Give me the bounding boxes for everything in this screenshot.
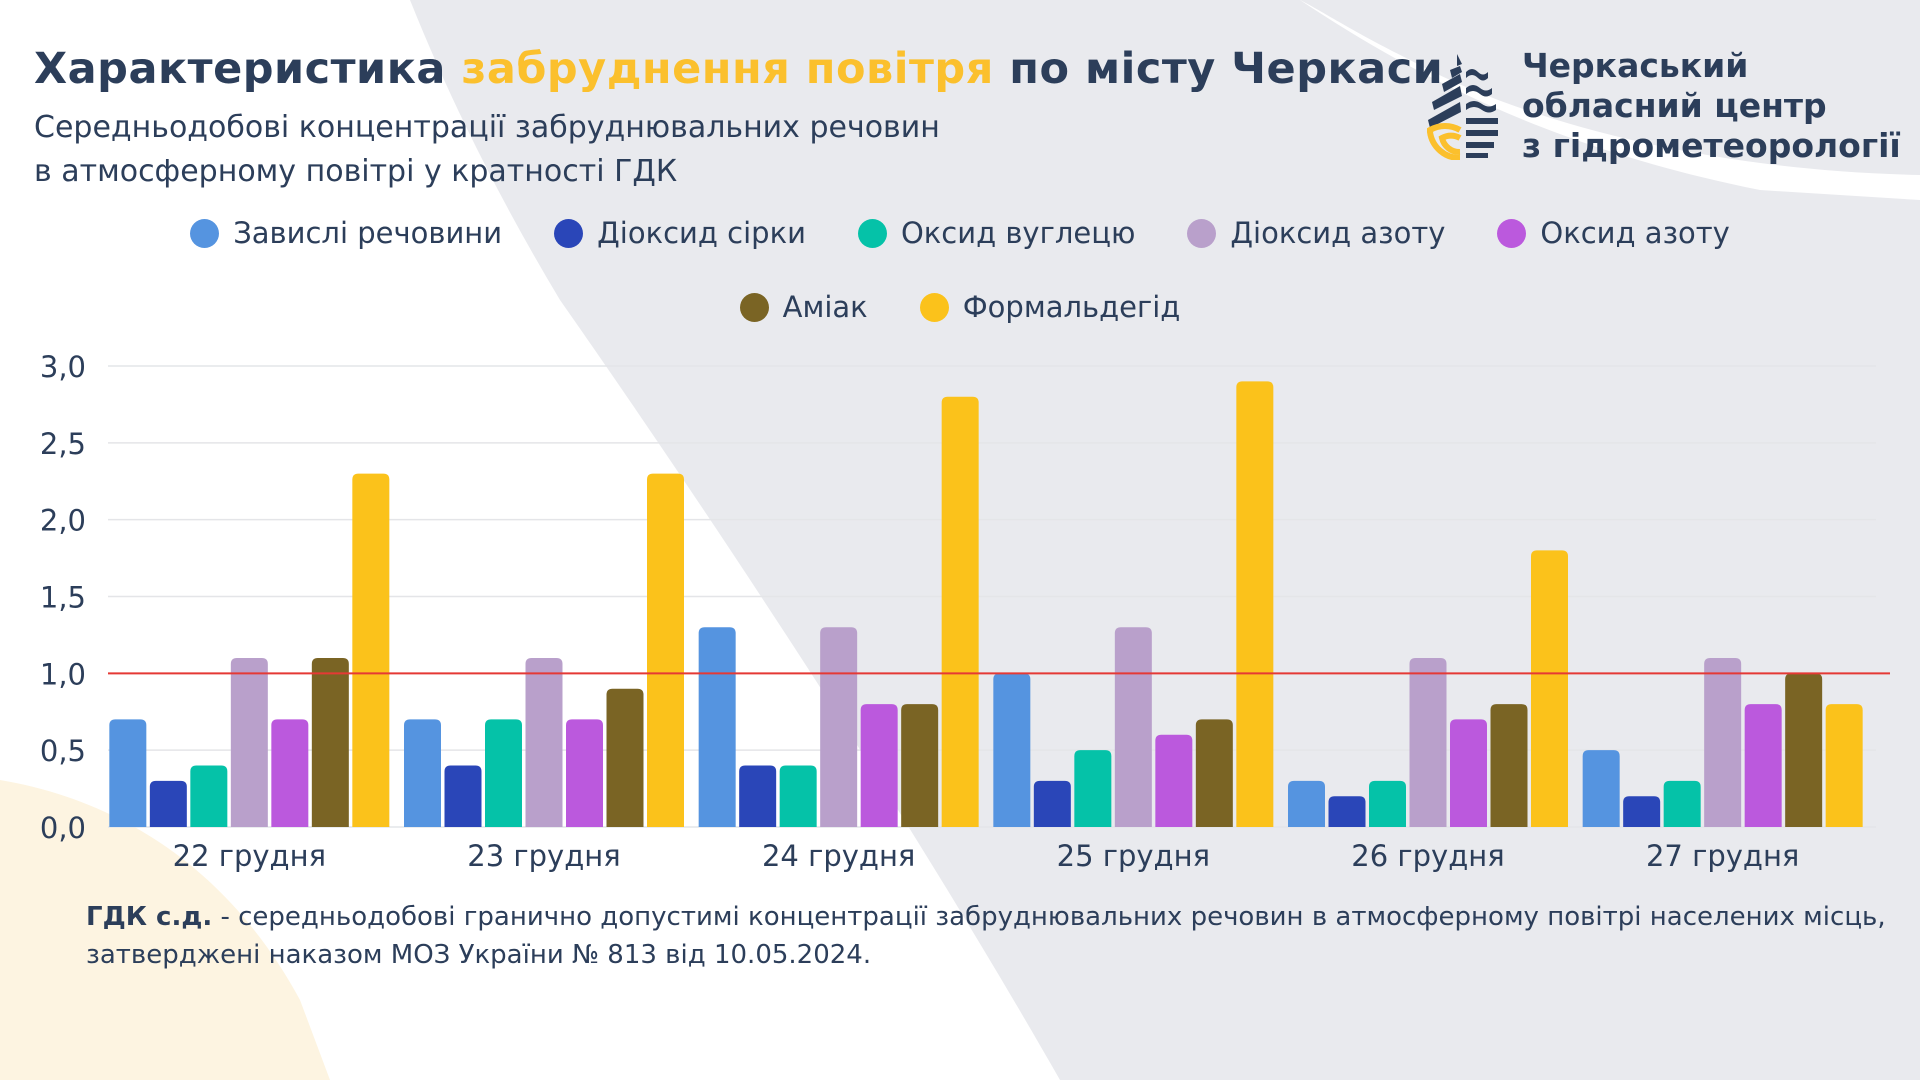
bar (525, 657, 563, 827)
bar (993, 673, 1031, 827)
bar (444, 765, 482, 827)
legend-dot-icon (554, 218, 584, 248)
y-tick-label: 1,5 (40, 581, 86, 615)
bar (1369, 780, 1406, 827)
bar (1704, 657, 1742, 827)
legend-item[interactable]: Діоксид сірки (554, 216, 806, 250)
legend-label: Оксид вуглецю (900, 216, 1136, 250)
bar (352, 473, 390, 827)
bar (1531, 550, 1568, 827)
legend-dot-icon (739, 292, 769, 322)
legend-item[interactable]: Оксид вуглецю (857, 216, 1136, 250)
bar (485, 719, 522, 827)
legend-label: Аміак (782, 290, 868, 324)
bar (1033, 780, 1071, 827)
legend-dot-icon (190, 218, 220, 248)
bar (1074, 750, 1112, 827)
legend-item[interactable]: Формальдегід (919, 290, 1181, 324)
bar (941, 396, 979, 827)
bar (1195, 719, 1233, 827)
y-tick-label: 1,0 (40, 657, 86, 691)
organization-name: Черкаський обласний центр з гідрометеоро… (1522, 46, 1901, 165)
legend-item[interactable]: Діоксид азоту (1187, 216, 1445, 250)
bar (311, 657, 349, 827)
bar (698, 627, 736, 827)
x-tick-label: 22 грудня (173, 839, 326, 873)
y-tick-label: 0,0 (40, 811, 86, 845)
bar (230, 657, 268, 827)
x-tick-label: 27 грудня (1646, 839, 1799, 873)
legend-item[interactable]: Завислі речовини (190, 216, 502, 250)
bar (779, 765, 817, 827)
bar (149, 780, 187, 827)
x-tick-label: 26 грудня (1351, 839, 1504, 873)
legend-dot-icon (1497, 218, 1527, 248)
bar (606, 688, 644, 827)
legend-item[interactable]: Оксид азоту (1497, 216, 1730, 250)
legend-dot-icon (919, 292, 949, 322)
bar (739, 765, 777, 827)
bar (860, 704, 898, 827)
x-tick-label: 24 грудня (762, 839, 915, 873)
hydromet-logo-icon (1427, 54, 1498, 160)
bar (1490, 704, 1528, 827)
legend-label: Оксид азоту (1540, 216, 1730, 250)
bar (109, 719, 147, 827)
bar (1409, 657, 1447, 827)
y-tick-label: 0,5 (40, 734, 86, 768)
bar (1114, 627, 1152, 827)
bar (1450, 719, 1487, 827)
bar (190, 765, 228, 827)
bar (1155, 734, 1193, 827)
bar (1328, 796, 1366, 827)
legend-label: Формальдегід (962, 290, 1181, 324)
legend-row-2: Аміак Формальдегід (0, 290, 1920, 324)
bar (1785, 673, 1823, 827)
bar (647, 473, 684, 827)
bar (1663, 780, 1701, 827)
footer-note: ГДК с.д. - середньодобові гранично допус… (86, 902, 1886, 970)
page-title: Характеристика забруднення повітря по мі… (34, 44, 1444, 94)
bar (901, 704, 939, 827)
bar (1623, 796, 1661, 827)
bar (1744, 704, 1782, 827)
bar (820, 627, 858, 827)
y-tick-label: 3,0 (40, 350, 86, 384)
legend-label: Діоксид сірки (597, 216, 806, 250)
bar (1582, 750, 1620, 827)
bar (1288, 780, 1325, 827)
bar (404, 719, 441, 827)
y-tick-label: 2,0 (40, 504, 86, 538)
legend-label: Завислі речовини (233, 216, 503, 250)
legend-label: Діоксид азоту (1230, 216, 1446, 250)
legend-dot-icon (1187, 218, 1217, 248)
legend-dot-icon (857, 218, 887, 248)
y-tick-label: 2,5 (40, 427, 86, 461)
bar (566, 719, 603, 827)
x-tick-label: 25 грудня (1057, 839, 1210, 873)
subtitle: Середньодобові концентрації забруднюваль… (34, 110, 940, 189)
legend-row-1: Завислі речовини Діоксид сірки Оксид вугле… (0, 216, 1920, 250)
legend-item[interactable]: Аміак (739, 290, 868, 324)
bar (1825, 704, 1863, 827)
bar (1236, 381, 1274, 827)
x-tick-label: 23 грудня (467, 839, 620, 873)
title-highlight: забруднення повітря (461, 44, 994, 94)
bar (271, 719, 309, 827)
